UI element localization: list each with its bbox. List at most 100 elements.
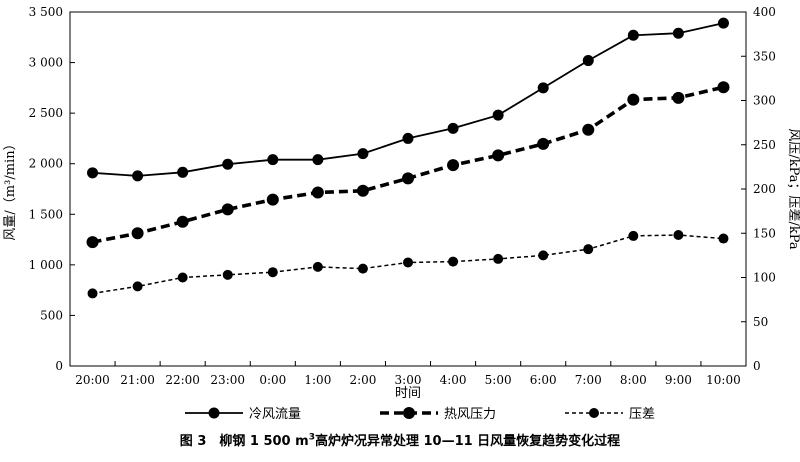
left-tick-label: 3 000 <box>29 56 63 70</box>
legend-label: 压差 <box>629 407 655 422</box>
data-point <box>357 148 369 160</box>
data-point <box>87 288 98 299</box>
data-point <box>177 272 188 283</box>
y-axis-title: 风量/（m³/min） <box>3 137 18 240</box>
data-point <box>537 137 550 150</box>
left-tick-label: 0 <box>55 359 63 373</box>
data-point <box>176 215 189 228</box>
x-tick-label: 6:00 <box>530 373 557 387</box>
x-tick-label: 21:00 <box>120 373 155 387</box>
right-tick-label: 250 <box>753 138 776 152</box>
data-point <box>672 91 685 104</box>
data-point <box>403 257 413 268</box>
x-tick-label: 23:00 <box>210 373 245 387</box>
data-point <box>402 172 414 185</box>
x-tick-label: 7:00 <box>575 373 602 387</box>
data-point <box>717 17 729 29</box>
data-point <box>493 253 504 264</box>
data-point <box>312 154 324 166</box>
series-2 <box>86 81 730 249</box>
data-point <box>448 256 459 267</box>
data-point <box>132 170 144 182</box>
legend-marker <box>589 408 599 418</box>
data-point <box>582 55 594 67</box>
caption-superscript: 3 <box>308 432 315 443</box>
data-point <box>583 244 594 255</box>
figure-caption: 图 3 柳钢 1 500 m3高炉炉况异常处理 10—11 日风量恢复趋势变化过… <box>0 430 800 449</box>
x-tick-label: 3:00 <box>395 373 422 387</box>
left-tick-label: 2 500 <box>29 106 63 120</box>
chart: 0 500 1 000 1 500 2 000 2 500 3 000 3 500 0 50 10… <box>3 5 800 422</box>
series-layer <box>86 17 730 299</box>
legend-marker <box>208 407 220 419</box>
data-point <box>627 93 640 106</box>
right-axis: 0 50 100 150 200 250 300 350 400 <box>741 5 776 373</box>
left-tick-label: 1 000 <box>29 258 63 272</box>
legend-label: 热风压力 <box>444 407 496 422</box>
left-tick-label: 2 000 <box>29 157 63 171</box>
x-tick-label: 9:00 <box>665 373 692 387</box>
data-point <box>718 233 729 244</box>
data-point <box>87 167 99 179</box>
left-tick-label: 3 500 <box>29 5 63 19</box>
x-tick-label: 5:00 <box>485 373 512 387</box>
data-point <box>492 149 505 162</box>
x-tick-label: 0:00 <box>259 373 286 387</box>
right-tick-label: 50 <box>753 315 768 329</box>
data-point <box>221 203 234 216</box>
data-point <box>177 166 189 178</box>
right-tick-label: 350 <box>753 49 776 63</box>
x-tick-label: 2:00 <box>349 373 376 387</box>
x-tick-label: 8:00 <box>620 373 647 387</box>
data-point <box>627 29 639 41</box>
right-tick-label: 300 <box>753 94 776 108</box>
data-point <box>582 123 595 136</box>
data-point <box>132 281 143 292</box>
right-tick-label: 100 <box>753 271 776 285</box>
left-tick-label: 500 <box>40 308 63 322</box>
plot-frame <box>69 11 747 367</box>
data-point <box>672 27 684 39</box>
legend-label: 冷风流量 <box>249 407 301 422</box>
data-point <box>222 158 234 170</box>
data-point <box>267 154 279 166</box>
data-point <box>447 159 460 172</box>
x-tick-label: 4:00 <box>440 373 467 387</box>
data-point <box>312 261 323 272</box>
left-axis: 0 500 1 000 1 500 2 000 2 500 3 000 3 500 <box>29 5 75 373</box>
data-point <box>266 193 279 206</box>
y2-axis-title: 风压/kPa；压差/kPa <box>786 128 800 250</box>
x-axis-title: 时间 <box>395 386 421 401</box>
data-point <box>447 122 459 134</box>
right-tick-label: 200 <box>753 182 776 196</box>
caption-suffix: 高炉炉况异常处理 10—11 日风量恢复趋势变化过程 <box>314 434 621 449</box>
data-point <box>628 230 639 241</box>
data-point <box>492 109 504 121</box>
data-point <box>86 236 99 249</box>
legend: 冷风流量 热风压力 压差 <box>185 407 655 422</box>
left-tick-label: 1 500 <box>29 207 63 221</box>
right-tick-label: 0 <box>753 359 761 373</box>
caption-prefix: 图 3 柳钢 1 500 m <box>179 434 309 449</box>
data-point <box>538 250 549 261</box>
data-point <box>222 269 233 280</box>
data-point <box>717 81 730 94</box>
series-3 <box>87 230 729 299</box>
series-1 <box>87 17 729 182</box>
data-point <box>267 267 278 278</box>
x-tick-label: 1:00 <box>304 373 331 387</box>
x-tick-label: 20:00 <box>75 373 110 387</box>
x-tick-label: 10:00 <box>706 373 741 387</box>
data-point <box>673 230 684 241</box>
x-tick-label: 22:00 <box>165 373 200 387</box>
data-point <box>537 82 549 94</box>
legend-marker <box>403 407 415 419</box>
data-point <box>356 184 369 197</box>
right-tick-label: 150 <box>753 226 776 240</box>
data-point <box>311 186 324 199</box>
data-point <box>131 227 144 240</box>
data-point <box>402 132 414 144</box>
data-point <box>357 263 368 274</box>
x-axis: 20:00 21:00 22:00 23:00 0:00 1:00 2:00 3:00 4:00… <box>69 361 747 387</box>
right-tick-label: 400 <box>753 5 776 19</box>
